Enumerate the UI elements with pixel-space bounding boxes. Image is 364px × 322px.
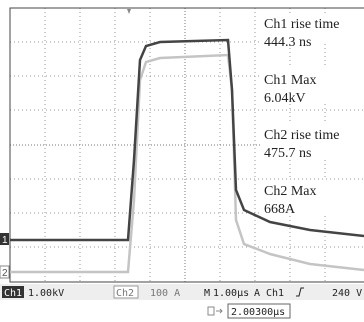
timebase-label: M <box>204 288 210 299</box>
ch1-marker: 1 <box>2 235 8 246</box>
ch2-scale: 100 A <box>150 288 180 299</box>
measurement-value: 6.04kV <box>264 91 306 106</box>
trigger-source: Ch1 <box>266 288 284 299</box>
trigger-position: 2.00300µs <box>231 307 285 318</box>
trigger-label: A <box>254 288 260 299</box>
measurement-label: Ch2 rise time <box>264 128 339 143</box>
measurement-label: Ch1 rise time <box>264 17 339 32</box>
measurement-value: 475.7 ns <box>264 146 311 161</box>
measurement-label: Ch2 Max <box>264 184 317 199</box>
ch2-status: Ch2 <box>116 288 134 299</box>
ch1-scale: 1.00kV <box>28 288 64 299</box>
ch2-marker: 2 <box>2 268 8 279</box>
oscilloscope-screen: 1 2 Ch1 rise time 444.3 ns Ch1 Max 6.04k… <box>0 0 364 322</box>
measurement-value: 444.3 ns <box>264 35 311 50</box>
measurement-label: Ch1 Max <box>264 73 317 88</box>
trigger-level: 240 V <box>332 288 362 299</box>
measurement-value: 668A <box>264 202 296 217</box>
timebase: 1.00µs <box>213 288 249 299</box>
ch1-status: Ch1 <box>4 288 22 299</box>
